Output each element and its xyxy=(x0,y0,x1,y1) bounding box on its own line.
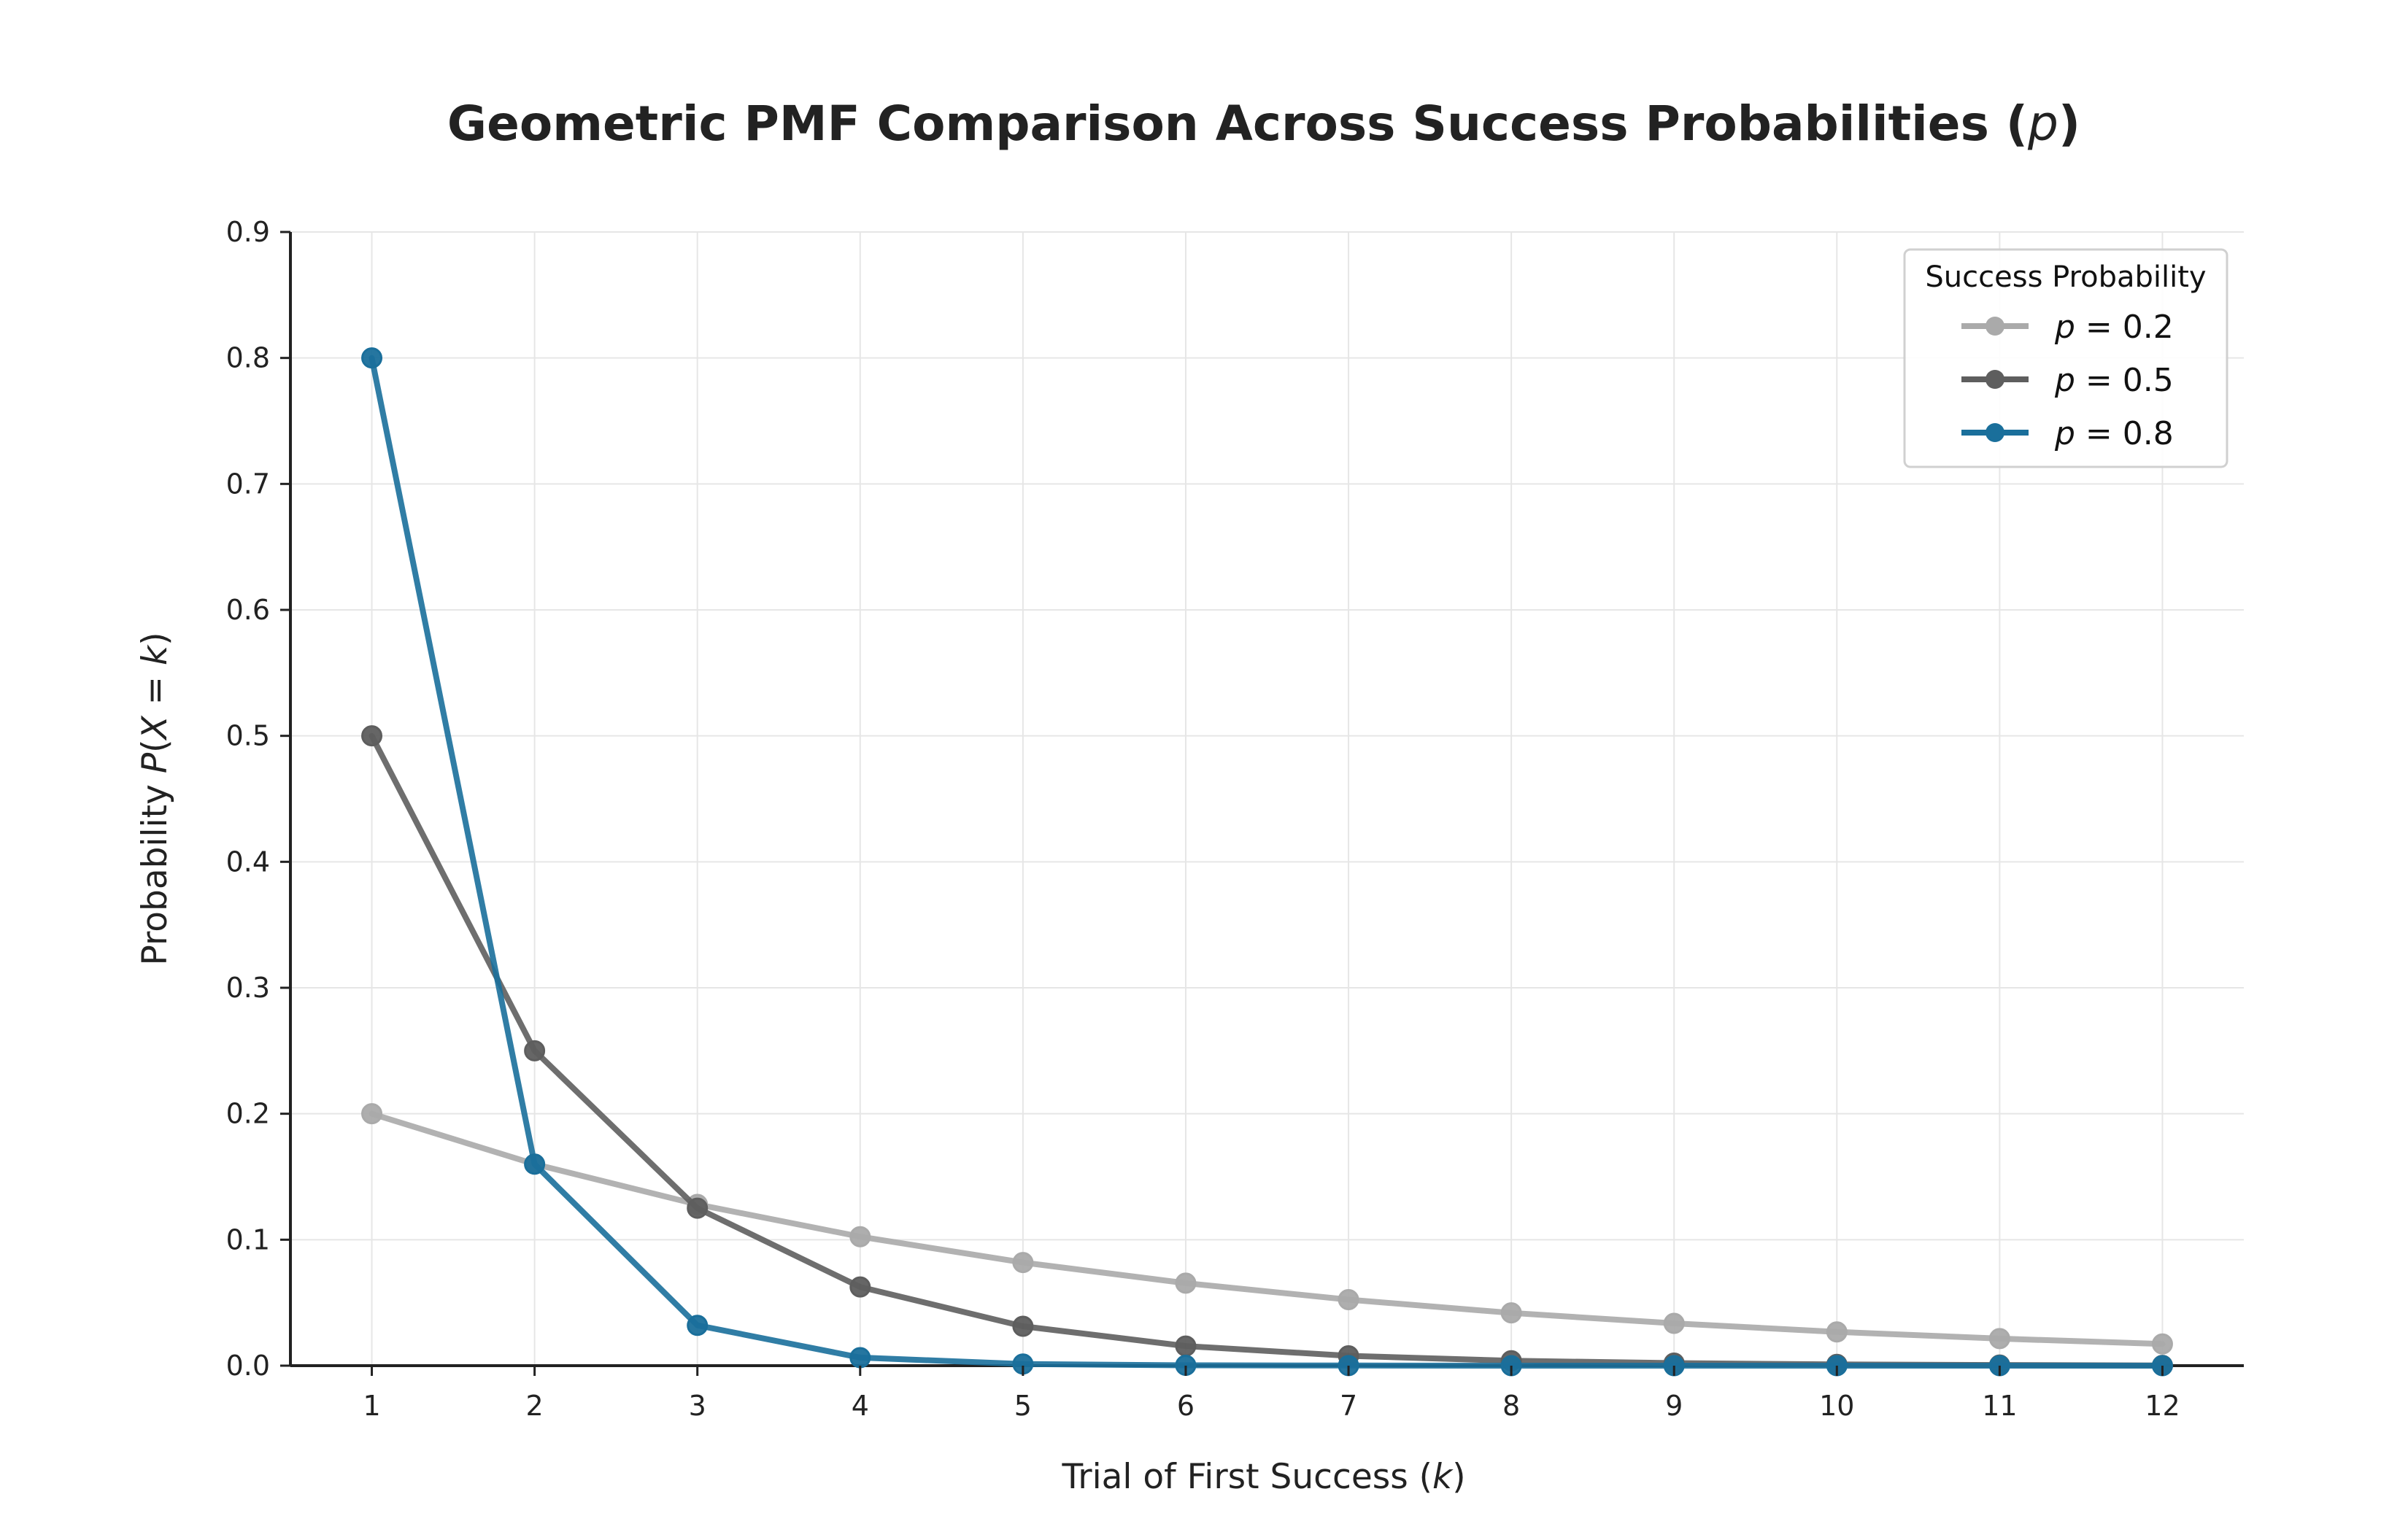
x-tick-label: 1 xyxy=(363,1390,380,1422)
y-tick-label: 0.0 xyxy=(226,1350,270,1382)
y-axis-title-p: P xyxy=(135,752,175,773)
legend-item-0-2-label: p = 0.2 xyxy=(2054,309,2174,346)
x-tick-label: 2 xyxy=(526,1390,544,1422)
y-axis-title-x: X xyxy=(135,714,175,741)
series-0-2-point xyxy=(1500,1302,1522,1324)
x-axis-title-variable: k xyxy=(1432,1457,1454,1497)
y-axis-title-text: Probability xyxy=(135,773,175,965)
series-0-8-point xyxy=(524,1153,546,1175)
legend-items: p = 0.2p = 0.5p = 0.8 xyxy=(1961,309,2174,452)
y-tick-label: 0.8 xyxy=(226,342,270,374)
series-0-5-point xyxy=(361,725,383,747)
chart-title-end: ) xyxy=(2058,96,2080,152)
legend-item-0-8-swatch-marker xyxy=(1986,423,2004,442)
legend-item-0-2-swatch-marker xyxy=(1986,317,2004,336)
legend-item-0-5-label-val: 0.5 xyxy=(2123,362,2174,399)
legend-item-0-2-label-eq: = xyxy=(2075,309,2123,346)
x-axis-title-end: ) xyxy=(1452,1457,1465,1497)
y-tick-label: 0.7 xyxy=(226,468,270,500)
y-tick-label: 0.2 xyxy=(226,1098,270,1130)
chart-title: Geometric PMF Comparison Across Success … xyxy=(447,96,2080,152)
legend-item-0-8: p = 0.8 xyxy=(1961,415,2174,452)
legend-item-0-2-label-var: p xyxy=(2054,309,2075,346)
x-tick-label: 9 xyxy=(1665,1390,1683,1422)
legend-box xyxy=(1903,248,2228,468)
legend-item-0-5-label: p = 0.5 xyxy=(2054,362,2174,399)
series-0-2-point xyxy=(1663,1312,1685,1334)
series-0-8-line xyxy=(368,355,2166,1369)
legend-item-0-8-label-val: 0.8 xyxy=(2123,415,2174,452)
series-0-5-point xyxy=(849,1276,871,1298)
x-tick-label: 12 xyxy=(2145,1390,2180,1422)
y-tick-label: 0.5 xyxy=(226,720,270,752)
x-axis-title-text: Trial of First Success ( xyxy=(1061,1457,1432,1497)
y-tick-label: 0.1 xyxy=(226,1223,270,1256)
x-tick-label: 11 xyxy=(1982,1390,2017,1422)
series-0-8-point xyxy=(687,1315,709,1336)
series-0-5-point xyxy=(687,1197,709,1219)
y-axis-title-open: ( xyxy=(135,739,175,752)
x-tick-label: 6 xyxy=(1177,1390,1195,1422)
series-0-2-point xyxy=(1012,1252,1034,1274)
chart-title-text: Geometric PMF Comparison Across Success … xyxy=(447,96,2028,152)
series-0-2-point xyxy=(849,1226,871,1247)
x-tick-label: 10 xyxy=(1819,1390,1854,1422)
legend-item-0-2: p = 0.2 xyxy=(1961,309,2174,346)
series-0-2-point xyxy=(1826,1321,1848,1343)
y-axis-title-k: k xyxy=(135,644,175,665)
y-tick-label: 0.4 xyxy=(226,846,270,878)
y-tick-label: 0.6 xyxy=(226,594,270,626)
y-tick-label: 0.9 xyxy=(226,216,270,248)
x-tick-label: 3 xyxy=(689,1390,706,1422)
series-0-5-point xyxy=(1175,1335,1197,1357)
series-0-5-point xyxy=(524,1040,546,1061)
y-tick-label: 0.3 xyxy=(226,972,270,1004)
x-tick-label: 5 xyxy=(1014,1390,1032,1422)
x-axis-title: Trial of First Success (k) xyxy=(1061,1457,1465,1497)
series-0-2-point xyxy=(1988,1328,2010,1350)
legend-item-0-5: p = 0.5 xyxy=(1961,362,2174,399)
legend-title: Success Probability xyxy=(1925,260,2206,294)
x-tick-label: 4 xyxy=(852,1390,869,1422)
series-0-8-point xyxy=(849,1347,871,1369)
legend-item-0-8-label-var: p xyxy=(2054,415,2075,452)
series-0-2-point xyxy=(1175,1272,1197,1294)
legend-item-0-5-label-eq: = xyxy=(2075,362,2123,399)
y-axis-title-eq: = xyxy=(135,665,175,716)
series-0-5 xyxy=(361,725,2173,1377)
series-0-2-point xyxy=(1338,1289,1359,1311)
y-axis-title: Probability P(X = k) xyxy=(135,632,175,965)
legend-item-0-2-label-val: 0.2 xyxy=(2123,309,2174,346)
series-0-5-point xyxy=(1012,1315,1034,1337)
series-0-2-point xyxy=(361,1103,383,1125)
series-0-2-line xyxy=(368,1110,2166,1347)
series-0-2-point xyxy=(2151,1333,2173,1355)
series-0-2 xyxy=(361,1103,2173,1355)
legend-item-0-8-label-eq: = xyxy=(2075,415,2123,452)
legend-item-0-8-label: p = 0.8 xyxy=(2054,415,2174,452)
legend: Success Probability p = 0.2p = 0.5p = 0.… xyxy=(1903,248,2228,468)
legend-item-0-5-label-var: p xyxy=(2054,362,2075,399)
x-tick-label: 8 xyxy=(1502,1390,1520,1422)
x-tick-label: 7 xyxy=(1340,1390,1357,1422)
legend-item-0-5-swatch-marker xyxy=(1986,370,2004,389)
chart-title-variable: p xyxy=(2027,96,2058,152)
y-axis-title-close: ) xyxy=(135,632,175,645)
series-0-8-point xyxy=(361,347,383,369)
ticks-layer: 0.00.10.20.30.40.50.60.70.80.91 2 3 4 5 6 7 8 9 1… xyxy=(226,216,2180,1422)
grid-layer xyxy=(290,231,2244,1366)
